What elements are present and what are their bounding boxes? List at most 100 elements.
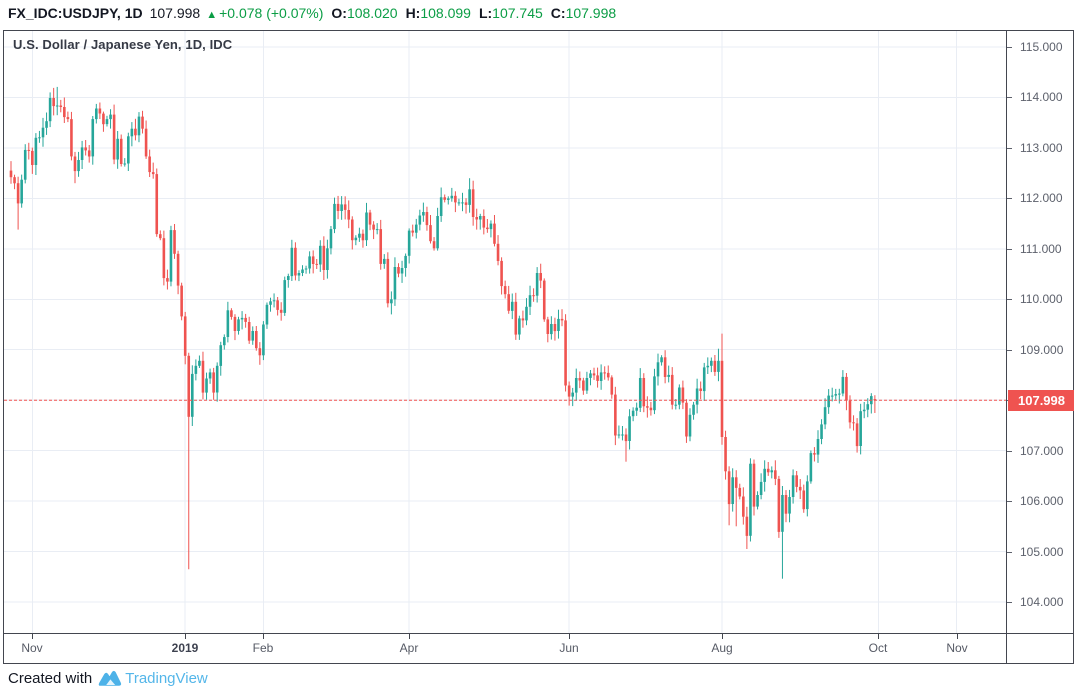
y-axis-label: 112.000 bbox=[1020, 191, 1063, 205]
candle-body bbox=[70, 119, 73, 157]
candle-body bbox=[77, 160, 80, 172]
candle-body bbox=[38, 137, 41, 139]
candle-body bbox=[84, 147, 87, 151]
candle-body bbox=[336, 203, 340, 211]
price-pane[interactable]: U.S. Dollar / Japanese Yen, 1D, IDC bbox=[4, 31, 1006, 633]
candle-body bbox=[592, 373, 596, 376]
candle-body bbox=[80, 147, 84, 160]
candle-body bbox=[59, 105, 63, 107]
candle-body bbox=[304, 268, 308, 270]
x-axis-label: Apr bbox=[399, 641, 419, 655]
candle-body bbox=[486, 227, 489, 230]
candle-body bbox=[329, 229, 333, 249]
candle-body bbox=[610, 377, 614, 395]
candle-body bbox=[20, 179, 23, 204]
candle-body bbox=[653, 376, 656, 411]
candle-body bbox=[830, 395, 834, 397]
candle-body bbox=[109, 114, 112, 120]
candle-body bbox=[791, 475, 795, 497]
candle-body bbox=[354, 237, 358, 241]
candle-body bbox=[432, 241, 436, 249]
candle-body bbox=[73, 156, 77, 172]
chart-frame: U.S. Dollar / Japanese Yen, 1D, IDC 115.… bbox=[3, 30, 1074, 664]
candle-body bbox=[318, 245, 322, 265]
time-axis-divider bbox=[4, 633, 1073, 634]
candle-body bbox=[617, 434, 621, 436]
candle-body bbox=[795, 475, 798, 487]
chart-legend[interactable]: U.S. Dollar / Japanese Yen, 1D, IDC bbox=[13, 37, 233, 52]
candle-body bbox=[656, 362, 660, 377]
x-axis-label: Jun bbox=[559, 641, 579, 655]
candle-body bbox=[670, 374, 674, 405]
candle-body bbox=[286, 276, 290, 280]
candle-body bbox=[155, 174, 159, 235]
candle-body bbox=[468, 189, 471, 205]
candle-body bbox=[379, 229, 383, 264]
candle-body bbox=[141, 116, 144, 129]
candle-body bbox=[514, 301, 518, 335]
candle-body bbox=[475, 217, 479, 220]
candle-body bbox=[258, 348, 262, 356]
candlestick-chart bbox=[4, 31, 1006, 633]
candle-body bbox=[770, 470, 774, 473]
candle-body bbox=[251, 331, 255, 341]
last-price: 107.998 bbox=[149, 5, 201, 21]
close-label: C: bbox=[550, 5, 566, 21]
candle-body bbox=[635, 407, 638, 411]
candle-body bbox=[848, 400, 852, 423]
candle-body bbox=[710, 360, 713, 366]
high-label: H: bbox=[405, 5, 421, 21]
candle-body bbox=[663, 357, 667, 377]
candle-body bbox=[230, 310, 233, 317]
x-axis-label: Nov bbox=[21, 641, 43, 655]
candle-body bbox=[247, 322, 251, 341]
close-value: 107.998 bbox=[565, 5, 617, 21]
candle-body bbox=[173, 230, 176, 254]
candle-body bbox=[322, 245, 326, 270]
y-axis-label: 104.000 bbox=[1020, 595, 1064, 609]
y-axis-tick bbox=[1007, 552, 1012, 553]
candle-body bbox=[187, 355, 191, 417]
candle-body bbox=[208, 372, 212, 379]
y-axis-tick bbox=[1007, 47, 1012, 48]
symbol-title: FX_IDC:USDJPY, 1D bbox=[8, 5, 143, 21]
candle-body bbox=[422, 212, 425, 216]
candle-body bbox=[528, 295, 532, 307]
candle-body bbox=[127, 136, 130, 164]
candle-body bbox=[734, 477, 738, 488]
candle-body bbox=[45, 121, 48, 128]
y-axis-tick bbox=[1007, 350, 1012, 351]
candle-body bbox=[845, 376, 848, 401]
candle-body bbox=[667, 374, 670, 377]
candle-body bbox=[738, 487, 742, 497]
candle-body bbox=[713, 360, 717, 372]
candle-body bbox=[102, 113, 105, 125]
candle-body bbox=[781, 495, 784, 532]
candle-body bbox=[279, 309, 283, 313]
candle-body bbox=[91, 119, 95, 157]
y-axis-label: 110.000 bbox=[1020, 292, 1063, 306]
y-axis-label: 111.000 bbox=[1020, 242, 1062, 256]
candle-body bbox=[720, 360, 724, 437]
candle-body bbox=[63, 107, 66, 118]
candle-body bbox=[574, 378, 578, 393]
candle-body bbox=[774, 470, 777, 479]
candle-body bbox=[194, 365, 198, 374]
candle-body bbox=[191, 373, 194, 417]
candle-body bbox=[688, 414, 692, 437]
x-axis-tick bbox=[409, 634, 410, 639]
candle-body bbox=[564, 320, 567, 386]
candle-body bbox=[560, 318, 564, 321]
candle-body bbox=[809, 453, 813, 482]
candle-body bbox=[756, 495, 759, 507]
candle-body bbox=[638, 378, 642, 408]
candle-body bbox=[265, 304, 269, 325]
candle-body bbox=[461, 202, 464, 204]
candle-body bbox=[557, 318, 560, 331]
x-axis-label: Nov bbox=[946, 641, 968, 655]
candle-body bbox=[820, 424, 823, 439]
candle-body bbox=[397, 267, 400, 274]
candle-body bbox=[525, 306, 528, 321]
candle-body bbox=[784, 495, 788, 514]
candle-body bbox=[471, 189, 475, 217]
